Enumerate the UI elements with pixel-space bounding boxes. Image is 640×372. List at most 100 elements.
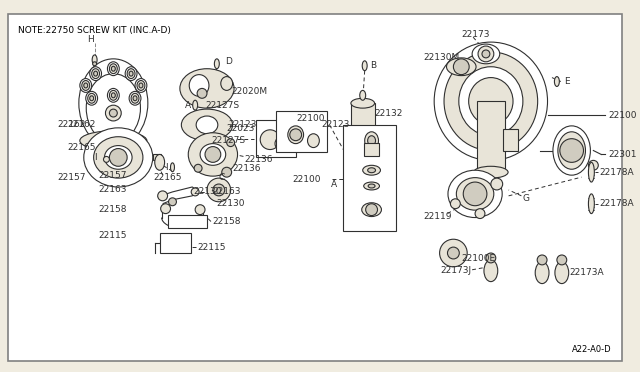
Ellipse shape	[351, 98, 374, 108]
Ellipse shape	[288, 126, 303, 144]
Bar	[364, 142, 380, 157]
Text: 22173J: 22173J	[440, 266, 471, 275]
Ellipse shape	[307, 134, 319, 148]
Circle shape	[168, 198, 177, 206]
Bar	[276, 111, 327, 153]
Ellipse shape	[189, 75, 209, 96]
Text: 22165: 22165	[154, 173, 182, 182]
Ellipse shape	[588, 194, 595, 214]
Ellipse shape	[155, 154, 164, 170]
Circle shape	[290, 129, 301, 141]
Ellipse shape	[133, 96, 137, 101]
Ellipse shape	[363, 165, 380, 175]
Circle shape	[227, 139, 235, 147]
Ellipse shape	[367, 136, 376, 145]
Text: 22162: 22162	[67, 121, 95, 129]
Text: G: G	[522, 194, 529, 203]
Ellipse shape	[80, 131, 147, 151]
Ellipse shape	[111, 93, 115, 98]
Ellipse shape	[131, 93, 139, 103]
Circle shape	[222, 167, 232, 177]
Ellipse shape	[588, 162, 595, 182]
Text: 22163: 22163	[212, 187, 241, 196]
Ellipse shape	[90, 96, 93, 101]
Text: 22115: 22115	[99, 231, 127, 240]
Ellipse shape	[111, 66, 115, 71]
Text: 22165: 22165	[67, 143, 95, 152]
Ellipse shape	[360, 90, 365, 100]
Text: B: B	[371, 61, 377, 70]
Text: 22100: 22100	[293, 174, 321, 184]
Text: 22178A: 22178A	[599, 168, 634, 177]
Circle shape	[205, 147, 221, 162]
Circle shape	[557, 255, 567, 265]
Text: 22158: 22158	[212, 217, 241, 226]
Bar	[477, 101, 505, 172]
Circle shape	[478, 46, 494, 62]
Ellipse shape	[84, 83, 88, 88]
Ellipse shape	[535, 262, 549, 283]
Ellipse shape	[434, 42, 548, 160]
Circle shape	[197, 89, 207, 98]
Ellipse shape	[170, 163, 175, 172]
Bar	[343, 125, 396, 231]
Ellipse shape	[362, 61, 367, 71]
Bar	[159, 233, 191, 253]
Text: 22178A: 22178A	[599, 199, 634, 208]
Ellipse shape	[553, 126, 590, 175]
Ellipse shape	[127, 69, 135, 78]
Ellipse shape	[221, 77, 232, 90]
Text: 22119: 22119	[424, 212, 452, 221]
Ellipse shape	[555, 262, 569, 283]
Ellipse shape	[129, 92, 141, 105]
Ellipse shape	[90, 67, 102, 80]
Ellipse shape	[86, 74, 140, 142]
Text: 22130M: 22130M	[424, 53, 460, 62]
Circle shape	[194, 164, 202, 172]
Ellipse shape	[79, 59, 148, 148]
Ellipse shape	[456, 177, 494, 210]
Ellipse shape	[104, 145, 132, 169]
Text: 22136: 22136	[244, 155, 273, 164]
Text: 22115: 22115	[197, 243, 226, 251]
Text: 22130: 22130	[193, 187, 221, 196]
Text: H: H	[87, 35, 93, 44]
Text: 22132: 22132	[374, 109, 403, 118]
Bar	[168, 215, 207, 228]
Circle shape	[365, 204, 378, 215]
Circle shape	[486, 253, 496, 263]
Ellipse shape	[474, 166, 508, 178]
Text: A: A	[186, 101, 191, 110]
Text: 22157: 22157	[99, 171, 127, 180]
Ellipse shape	[181, 109, 232, 141]
Circle shape	[109, 148, 127, 166]
Text: 22158: 22158	[99, 205, 127, 214]
Text: 22301: 22301	[608, 150, 637, 159]
Circle shape	[560, 139, 584, 162]
Circle shape	[453, 59, 469, 75]
Ellipse shape	[180, 69, 234, 108]
Text: A22-A0-D: A22-A0-D	[572, 344, 611, 353]
Text: 22023: 22023	[227, 124, 255, 133]
Circle shape	[260, 130, 280, 150]
Ellipse shape	[137, 80, 145, 90]
Text: 22162: 22162	[57, 121, 86, 129]
Ellipse shape	[447, 58, 476, 76]
Ellipse shape	[558, 132, 586, 169]
Ellipse shape	[93, 62, 97, 66]
Ellipse shape	[364, 182, 380, 190]
Circle shape	[537, 255, 547, 265]
Text: 22127S: 22127S	[205, 101, 239, 110]
Ellipse shape	[468, 78, 513, 125]
Text: 22127S: 22127S	[211, 136, 245, 145]
Ellipse shape	[129, 71, 133, 76]
Ellipse shape	[459, 67, 523, 136]
Ellipse shape	[108, 89, 119, 102]
Ellipse shape	[92, 69, 100, 78]
Ellipse shape	[351, 167, 374, 177]
Ellipse shape	[125, 67, 137, 80]
Text: NOTE:22750 SCREW KIT (INC.A-D): NOTE:22750 SCREW KIT (INC.A-D)	[18, 26, 171, 35]
Ellipse shape	[82, 80, 90, 90]
Ellipse shape	[365, 132, 378, 150]
Ellipse shape	[84, 128, 153, 187]
